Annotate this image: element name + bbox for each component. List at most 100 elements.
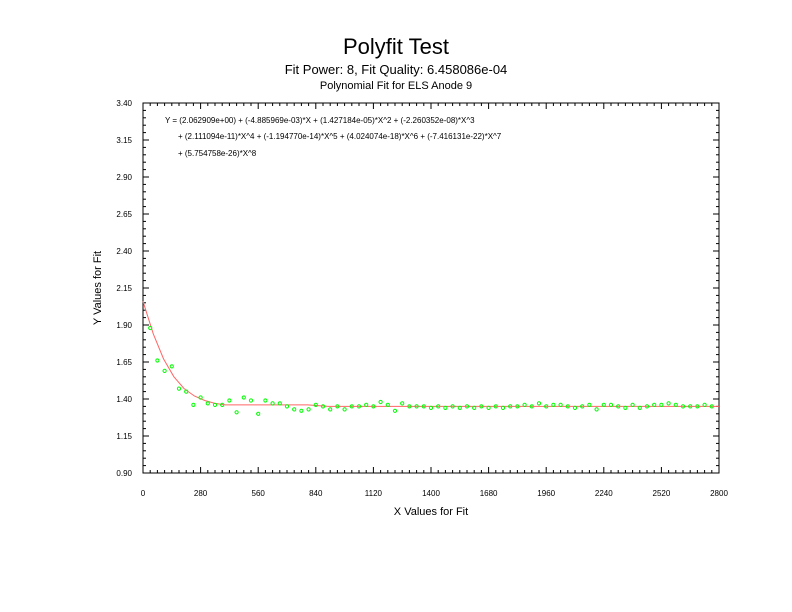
data-point	[659, 402, 664, 407]
data-point	[436, 404, 441, 409]
data-point	[709, 404, 714, 409]
data-point	[428, 405, 434, 410]
x-tick-label: 1400	[422, 489, 440, 498]
data-point	[666, 401, 671, 406]
equation-line-3: + (5.754758e-26)*X^8	[178, 149, 257, 158]
data-point	[486, 405, 491, 410]
data-point	[392, 408, 398, 413]
data-point	[680, 404, 686, 409]
data-point	[616, 404, 621, 409]
data-point	[205, 401, 210, 406]
data-point	[551, 402, 556, 407]
y-tick-label: 1.65	[116, 358, 132, 367]
y-tick-label: 3.40	[116, 99, 132, 108]
data-point	[320, 404, 326, 409]
y-tick-label: 0.90	[116, 469, 132, 478]
data-point	[328, 407, 333, 412]
data-point	[580, 404, 585, 409]
data-point	[371, 404, 376, 409]
data-point	[349, 404, 354, 409]
equation-line-1: Y = (2.062909e+00) + (-4.885969e-03)*X +…	[165, 116, 475, 125]
x-tick-label: 1120	[365, 489, 383, 498]
data-point	[256, 411, 261, 416]
data-point	[644, 404, 650, 409]
data-point	[673, 402, 678, 407]
data-point	[277, 401, 282, 406]
data-point	[450, 404, 455, 409]
data-point	[464, 404, 470, 409]
x-tick-label: 2520	[653, 489, 671, 498]
data-point	[191, 402, 196, 407]
data-point	[220, 402, 225, 407]
data-point	[299, 408, 304, 413]
tick-marks	[142, 102, 720, 474]
x-axis-title: X Values for Fit	[394, 506, 468, 518]
data-point	[522, 402, 527, 407]
data-point	[162, 368, 167, 373]
data-point	[227, 398, 232, 403]
data-point	[184, 389, 189, 394]
x-tick-labels: 0 280 560 840 1120 1400 1680 1960 2240 2520 2800	[141, 489, 729, 498]
data-point	[594, 407, 599, 412]
data-point	[378, 399, 383, 405]
y-tick-label: 2.65	[116, 210, 132, 219]
x-tick-label: 560	[252, 489, 266, 498]
data-point	[587, 402, 592, 407]
data-point	[364, 402, 369, 407]
chart-subtitle-secondary: Polynomial Fit for ELS Anode 9	[319, 80, 473, 92]
data-point	[306, 407, 311, 412]
data-point	[630, 402, 635, 407]
data-point	[270, 401, 275, 406]
data-point	[623, 405, 628, 410]
chart-title: Polyfit Test	[343, 34, 449, 59]
data-point	[688, 404, 693, 409]
data-point	[702, 402, 707, 407]
data-point	[695, 404, 700, 409]
data-point	[565, 404, 570, 409]
data-point	[356, 404, 362, 409]
y-tick-label: 1.90	[116, 321, 132, 330]
data-point	[536, 401, 542, 406]
chart-subtitle: Fit Power: 8, Fit Quality: 6.458086e-04	[284, 62, 508, 77]
x-tick-label: 1680	[480, 489, 498, 498]
data-point	[248, 398, 254, 403]
x-tick-label: 1960	[537, 489, 555, 498]
y-tick-label: 3.15	[116, 136, 132, 145]
data-point	[414, 404, 419, 409]
data-point	[515, 404, 520, 409]
data-point	[148, 325, 153, 331]
y-tick-label: 2.15	[116, 284, 132, 293]
x-tick-label: 0	[141, 489, 146, 498]
data-point	[169, 364, 174, 369]
data-point	[493, 404, 498, 409]
data-point	[572, 405, 578, 410]
data-point	[400, 401, 405, 406]
data-point	[558, 402, 563, 407]
data-point	[508, 404, 513, 409]
data-point	[284, 404, 290, 409]
data-point	[198, 395, 203, 400]
y-axis-title: Y Values for Fit	[92, 251, 104, 325]
x-tick-label: 2800	[710, 489, 728, 498]
data-point	[457, 405, 462, 410]
data-point	[342, 407, 347, 412]
data-point	[212, 402, 218, 407]
data-point	[601, 402, 606, 407]
data-point	[544, 404, 549, 409]
data-point	[500, 405, 506, 410]
data-point	[472, 405, 477, 410]
data-point	[608, 402, 614, 407]
y-tick-label: 2.90	[116, 173, 132, 182]
data-point	[263, 398, 268, 403]
data-point	[234, 410, 239, 415]
data-point	[155, 358, 160, 363]
data-points	[148, 325, 714, 416]
data-point	[385, 402, 390, 407]
data-point	[443, 405, 448, 410]
data-point	[421, 404, 426, 409]
data-point	[529, 404, 534, 409]
x-tick-label: 2240	[595, 489, 613, 498]
data-point	[335, 404, 340, 409]
data-point	[652, 402, 657, 407]
